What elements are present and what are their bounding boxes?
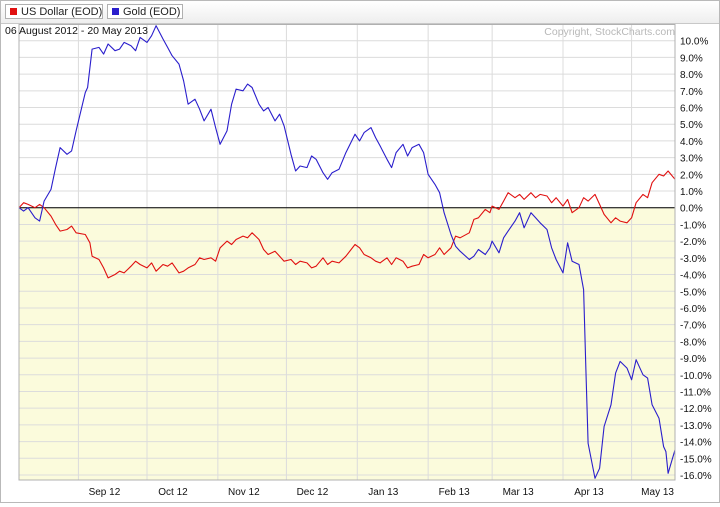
y-tick-label: 4.0%: [680, 137, 703, 148]
x-tick-label: Feb 13: [439, 487, 471, 498]
plot-border: [18, 24, 676, 481]
legend-label-gold: Gold (EOD): [123, 6, 181, 18]
y-tick-label: -4.0%: [680, 271, 706, 282]
us-dollar-swatch: [10, 8, 17, 15]
legend-item-us-dollar[interactable]: US Dollar (EOD): [5, 4, 103, 19]
y-tick-label: 0.0%: [680, 204, 703, 215]
y-tick-label: 7.0%: [680, 87, 703, 98]
negative-region: [19, 207, 675, 480]
y-tick-label: -9.0%: [680, 354, 706, 365]
y-tick-label: -1.0%: [680, 220, 706, 231]
y-tick-label: 8.0%: [680, 70, 703, 81]
y-tick-label: 5.0%: [680, 120, 703, 131]
positive-region: [19, 24, 675, 208]
y-tick-label: -16.0%: [680, 471, 712, 482]
date-range-label: 06 August 2012 - 20 May 2013: [5, 25, 148, 37]
legend-item-gold[interactable]: Gold (EOD): [107, 4, 183, 19]
y-tick-label: -5.0%: [680, 287, 706, 298]
y-tick-label: -14.0%: [680, 438, 712, 449]
legend-bar: US Dollar (EOD) Gold (EOD): [1, 1, 719, 24]
y-tick-label: 10.0%: [680, 37, 708, 48]
y-tick-label: 6.0%: [680, 104, 703, 115]
x-tick-label: Mar 13: [503, 487, 535, 498]
us-dollar-line: [18, 170, 676, 279]
x-axis-ticks: Sep 12 Oct 12 Nov 12 Dec 12 Jan 13 Feb 13 Mar …: [89, 487, 675, 498]
x-tick-label: Nov 12: [228, 487, 260, 498]
y-tick-label: -12.0%: [680, 404, 712, 415]
y-tick-label: 3.0%: [680, 154, 703, 165]
y-tick-label: -15.0%: [680, 454, 712, 465]
x-tick-label: May 13: [641, 487, 674, 498]
y-tick-label: -11.0%: [680, 387, 711, 398]
gold-line: [18, 25, 676, 479]
y-tick-label: -6.0%: [680, 304, 706, 315]
y-tick-label: -13.0%: [680, 421, 712, 432]
series-lines: [18, 25, 676, 479]
x-tick-label: Sep 12: [89, 487, 121, 498]
x-tick-label: Apr 13: [574, 487, 604, 498]
legend-label-us-dollar: US Dollar (EOD): [21, 6, 103, 18]
x-tick-label: Dec 12: [297, 487, 329, 498]
gold-swatch: [112, 8, 119, 15]
y-tick-label: 2.0%: [680, 170, 703, 181]
price-performance-chart: 10.0% 9.0% 8.0% 7.0% 6.0% 5.0% 4.0% 3.0% 2.0% 1.0…: [5, 24, 712, 498]
x-tick-label: Oct 12: [158, 487, 188, 498]
y-tick-label: -3.0%: [680, 254, 706, 265]
y-tick-label: -10.0%: [680, 371, 712, 382]
y-tick-label: -7.0%: [680, 321, 706, 332]
copyright-text: Copyright, StockCharts.com: [544, 26, 675, 38]
y-tick-label: -2.0%: [680, 237, 706, 248]
x-tick-label: Jan 13: [368, 487, 398, 498]
y-tick-label: 1.0%: [680, 187, 703, 198]
y-axis-ticks: 10.0% 9.0% 8.0% 7.0% 6.0% 5.0% 4.0% 3.0% 2.0% 1.0…: [680, 37, 712, 482]
y-tick-label: -8.0%: [680, 337, 706, 348]
y-tick-label: 9.0%: [680, 53, 703, 64]
